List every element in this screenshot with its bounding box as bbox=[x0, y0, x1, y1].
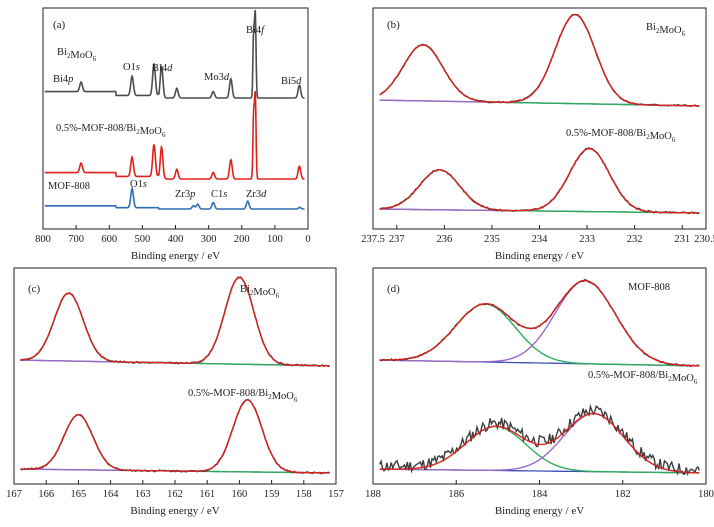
peak-annotation: Zr3d bbox=[246, 189, 267, 200]
component-peak bbox=[379, 44, 700, 107]
peak-annotation: 0.5%-MOF-808/Bi2MoO6 bbox=[56, 123, 166, 139]
peak-annotation: Bi2MoO6 bbox=[57, 47, 97, 63]
x-tick-label: 237 bbox=[389, 234, 405, 245]
sample-annotation: MOF-808 bbox=[628, 282, 670, 293]
component-peak bbox=[20, 414, 330, 474]
fit-envelope bbox=[379, 412, 700, 474]
x-tick-label: 230.5 bbox=[694, 234, 714, 245]
sample-annotation: Bi2MoO6 bbox=[646, 22, 686, 38]
peak-annotation: C1s bbox=[211, 189, 227, 200]
x-tick-label: 0 bbox=[305, 234, 310, 245]
x-tick-label: 186 bbox=[448, 489, 464, 500]
component-peak bbox=[20, 399, 330, 474]
panel-label: (d) bbox=[387, 283, 400, 295]
x-axis-label: Binding energy / eV bbox=[495, 250, 584, 262]
x-tick-label: 161 bbox=[199, 489, 215, 500]
fit-envelope bbox=[379, 147, 700, 214]
fit-envelope bbox=[20, 399, 330, 474]
x-tick-label: 700 bbox=[68, 234, 84, 245]
fit-envelope bbox=[379, 279, 700, 367]
component-peak bbox=[20, 292, 330, 367]
raw-spectrum bbox=[20, 276, 330, 368]
x-tick-label: 163 bbox=[135, 489, 151, 500]
sample-annotation: 0.5%-MOF-808/Bi2MoO6 bbox=[566, 128, 676, 144]
panel-label: (a) bbox=[53, 19, 66, 31]
component-peak bbox=[379, 303, 700, 367]
panel-d: (d) 188 186 184 182 180 Binding energy / eV MOF… bbox=[365, 267, 714, 517]
sample-annotation: Bi2MoO6 bbox=[240, 284, 280, 300]
x-tick-label: 235 bbox=[484, 234, 500, 245]
x-tick-label: 160 bbox=[232, 489, 248, 500]
x-tick-label: 162 bbox=[167, 489, 183, 500]
x-tick-label: 166 bbox=[38, 489, 54, 500]
x-tick-label: 200 bbox=[234, 234, 250, 245]
panel-c: (c) 167 166 165 164 163 162 161 160 159 158 157 Bind… bbox=[6, 267, 344, 517]
component-peak bbox=[20, 276, 330, 367]
series-line bbox=[44, 186, 305, 210]
x-tick-label: 188 bbox=[365, 489, 381, 500]
x-tick-label: 180 bbox=[698, 489, 714, 500]
sample-annotation: 0.5%-MOF-808/Bi2MoO6 bbox=[188, 388, 298, 404]
x-tick-label: 158 bbox=[296, 489, 312, 500]
raw-spectrum bbox=[379, 147, 700, 215]
x-tick-label: 600 bbox=[101, 234, 117, 245]
x-tick-label: 157 bbox=[328, 489, 344, 500]
component-peak bbox=[379, 147, 700, 214]
sample-annotation: 0.5%-MOF-808/Bi2MoO6 bbox=[588, 370, 698, 386]
component-peak bbox=[379, 280, 700, 367]
raw-spectrum bbox=[20, 398, 330, 475]
peak-annotation: Bi4p bbox=[53, 74, 73, 85]
peak-annotation: MOF-808 bbox=[48, 181, 90, 192]
panel-b: (b) 237.5 237 236 235 234 233 232 231 230.5 Bindin… bbox=[361, 7, 714, 262]
peak-annotation: Bi4f bbox=[246, 25, 266, 36]
panel-a: (a) 800 700 600 500 400 300 200 100 0 Binding ener… bbox=[35, 7, 311, 262]
peak-annotation: Zr3p bbox=[175, 189, 195, 200]
x-axis-label: Binding energy / eV bbox=[495, 505, 584, 517]
x-tick-label: 164 bbox=[103, 489, 120, 500]
x-tick-label: 233 bbox=[579, 234, 595, 245]
x-tick-label: 184 bbox=[532, 489, 549, 500]
x-tick-label: 236 bbox=[436, 234, 452, 245]
peak-annotation: Bi5d bbox=[281, 76, 302, 87]
series-line bbox=[44, 90, 305, 180]
x-tick-label: 167 bbox=[6, 489, 22, 500]
panel-label: (b) bbox=[387, 19, 400, 31]
x-tick-label: 232 bbox=[627, 234, 643, 245]
peak-annotation: Bi4d bbox=[152, 63, 173, 74]
x-tick-label: 500 bbox=[135, 234, 151, 245]
x-tick-label: 100 bbox=[267, 234, 283, 245]
x-tick-label: 182 bbox=[615, 489, 631, 500]
x-axis-label: Binding energy / eV bbox=[130, 505, 219, 517]
peak-annotation: O1s bbox=[130, 179, 147, 190]
x-tick-label: 400 bbox=[168, 234, 184, 245]
x-tick-label: 237.5 bbox=[361, 234, 385, 245]
x-tick-label: 800 bbox=[35, 234, 51, 245]
x-tick-label: 300 bbox=[201, 234, 217, 245]
x-tick-label: 159 bbox=[264, 489, 280, 500]
x-axis-label: Binding energy / eV bbox=[131, 250, 220, 262]
peak-annotation: Mo3d bbox=[204, 72, 230, 83]
x-tick-label: 234 bbox=[532, 234, 549, 245]
fit-envelope bbox=[379, 14, 700, 107]
panel-label: (c) bbox=[28, 283, 41, 295]
series-line bbox=[44, 9, 305, 99]
x-tick-label: 231 bbox=[674, 234, 690, 245]
fit-envelope bbox=[20, 276, 330, 367]
plot-frame bbox=[372, 7, 707, 230]
x-tick-label: 165 bbox=[71, 489, 87, 500]
peak-annotation: O1s bbox=[123, 62, 140, 73]
